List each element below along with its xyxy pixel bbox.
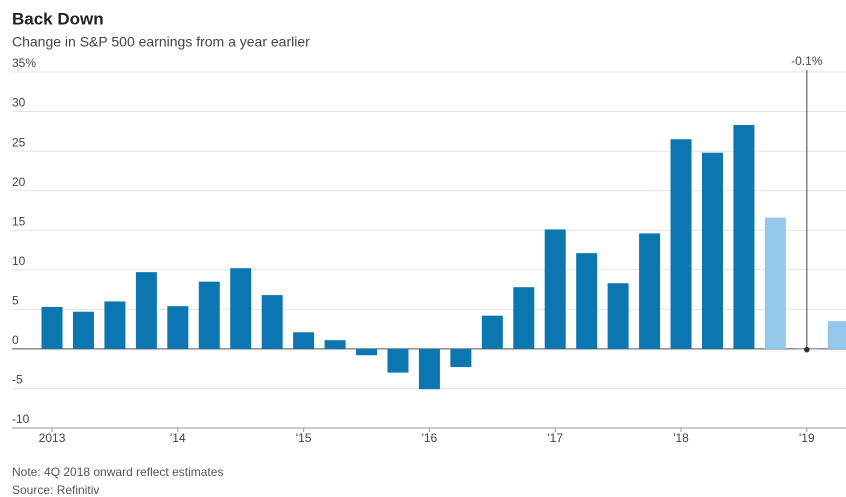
- y-tick-label: -10: [12, 412, 30, 426]
- bar: [230, 268, 252, 349]
- bar: [544, 229, 566, 349]
- note: Note: 4Q 2018 onward reflect estimates: [12, 465, 223, 479]
- bar: [701, 152, 723, 349]
- x-tick-label: 2013: [39, 431, 66, 445]
- y-tick-label: 5: [12, 294, 19, 308]
- x-tick-label: '14: [170, 431, 186, 445]
- x-tick-label: '17: [547, 431, 563, 445]
- bar: [418, 348, 440, 390]
- x-tick-label: '15: [296, 431, 312, 445]
- x-tick-label: '19: [799, 431, 815, 445]
- chart-subtitle: Change in S&P 500 earnings from a year e…: [12, 34, 310, 50]
- bar: [607, 283, 629, 349]
- bar: [513, 287, 535, 349]
- bar: [198, 281, 220, 349]
- bar: [293, 332, 315, 349]
- source: Source: Refinitiv: [12, 483, 99, 497]
- chart-title: Back Down: [12, 9, 104, 28]
- bar: [670, 139, 692, 349]
- bar: [733, 125, 755, 349]
- y-tick-label: 35%: [12, 56, 36, 70]
- bar: [261, 295, 283, 349]
- annotation-dot: [804, 346, 810, 353]
- bar: [324, 340, 346, 349]
- y-tick-label: 10: [12, 254, 26, 268]
- y-tick-label: 30: [12, 96, 26, 110]
- bar: [764, 217, 786, 349]
- bar: [104, 301, 126, 349]
- y-tick-label: 25: [12, 135, 26, 149]
- bar: [450, 348, 472, 368]
- bar: [167, 306, 189, 349]
- x-tick-label: '16: [422, 431, 438, 445]
- y-tick-label: 20: [12, 175, 26, 189]
- bar: [41, 306, 63, 349]
- y-tick-label: -5: [12, 373, 23, 387]
- bar: [135, 272, 157, 349]
- bar: [356, 348, 378, 356]
- bar: [481, 315, 503, 349]
- x-tick-label: '18: [673, 431, 689, 445]
- bar: [387, 348, 409, 373]
- bar: [639, 233, 661, 349]
- bar: [72, 311, 94, 349]
- bar: [576, 253, 598, 349]
- bar: [827, 321, 846, 349]
- y-tick-label: 15: [12, 214, 26, 228]
- y-tick-label: 0: [12, 333, 19, 347]
- annotation-label: -0.1%: [791, 54, 823, 68]
